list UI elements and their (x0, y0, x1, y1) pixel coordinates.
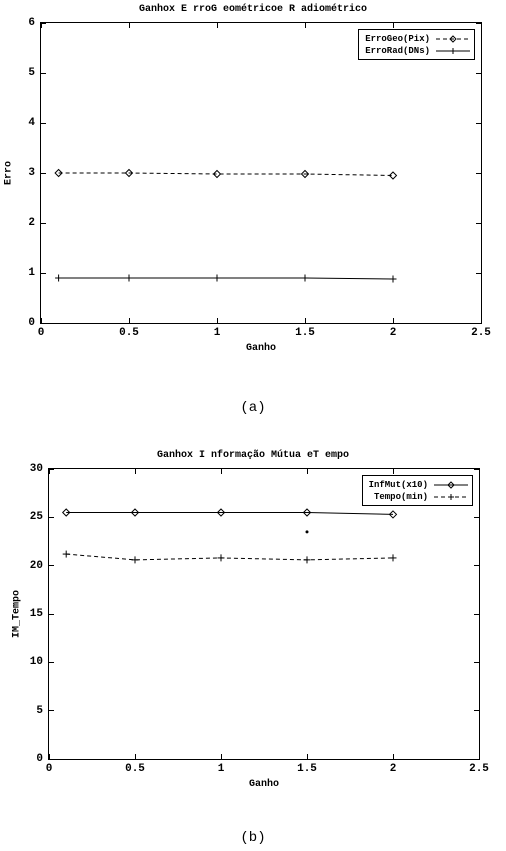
panel-a-xlabel: Ganho (41, 343, 481, 354)
ytick-label: 6 (28, 17, 35, 29)
panel-b-sublabel: (b) (0, 830, 506, 846)
ytick-label: 30 (30, 463, 43, 475)
legend-row: Tempo(min) (369, 491, 468, 503)
xtick-label: 0.5 (125, 763, 145, 775)
panel-b-title: Ganhox I nformação Mútua eT empo (0, 450, 506, 461)
panel-a-legend: ErroGeo(Pix) ErroRad(DNs) (358, 29, 475, 60)
xtick-label: 0.5 (119, 327, 139, 339)
xtick-label: 2.5 (469, 763, 489, 775)
ytick-label: 3 (28, 167, 35, 179)
panel-b-svg (49, 469, 479, 759)
ytick-label: 25 (30, 511, 43, 523)
legend-row: ErroGeo(Pix) (365, 33, 470, 45)
ytick-label: 0 (28, 317, 35, 329)
panel-b-legend: InfMut(x10) Tempo(min) (362, 475, 473, 506)
legend-label: ErroGeo(Pix) (365, 34, 430, 44)
panel-a-svg (41, 23, 481, 323)
panel-a-title: Ganhox E rroG eométricoe R adiométrico (0, 4, 506, 15)
legend-label: InfMut(x10) (369, 480, 428, 490)
legend-label: Tempo(min) (374, 492, 428, 502)
ytick-label: 20 (30, 560, 43, 572)
xtick-label: 0 (46, 763, 53, 775)
panel-b-xlabel: Ganho (49, 779, 479, 790)
panel-b-plot: IM_Tempo Ganho InfMut(x10)Tempo(min) 051… (48, 468, 480, 760)
xtick-label: 2 (390, 763, 397, 775)
panel-b-ylabel: IM_Tempo (12, 590, 23, 638)
ytick-label: 5 (28, 67, 35, 79)
ytick-label: 10 (30, 656, 43, 668)
panel-a-sublabel: (a) (0, 400, 506, 416)
legend-label: ErroRad(DNs) (365, 46, 430, 56)
panel-b: Ganhox I nformação Mútua eT empo IM_Temp… (0, 450, 506, 820)
panel-a-ylabel: Erro (4, 161, 15, 185)
xtick-label: 2.5 (471, 327, 491, 339)
ytick-label: 2 (28, 217, 35, 229)
xtick-label: 1.5 (297, 763, 317, 775)
ytick-label: 15 (30, 608, 43, 620)
xtick-label: 2 (390, 327, 397, 339)
legend-row: ErroRad(DNs) (365, 45, 470, 57)
ytick-label: 4 (28, 117, 35, 129)
xtick-label: 1 (214, 327, 221, 339)
ytick-label: 0 (36, 753, 43, 765)
page: Ganhox E rroG eométricoe R adiométrico E… (0, 0, 506, 851)
ytick-label: 5 (36, 705, 43, 717)
ytick-label: 1 (28, 267, 35, 279)
panel-a-plot: Erro Ganho ErroGeo(Pix)ErroRad(DNs) 0123… (40, 22, 482, 324)
xtick-label: 0 (38, 327, 45, 339)
xtick-label: 1.5 (295, 327, 315, 339)
legend-row: InfMut(x10) (369, 479, 468, 491)
panel-a: Ganhox E rroG eométricoe R adiométrico E… (0, 4, 506, 384)
xtick-label: 1 (218, 763, 225, 775)
